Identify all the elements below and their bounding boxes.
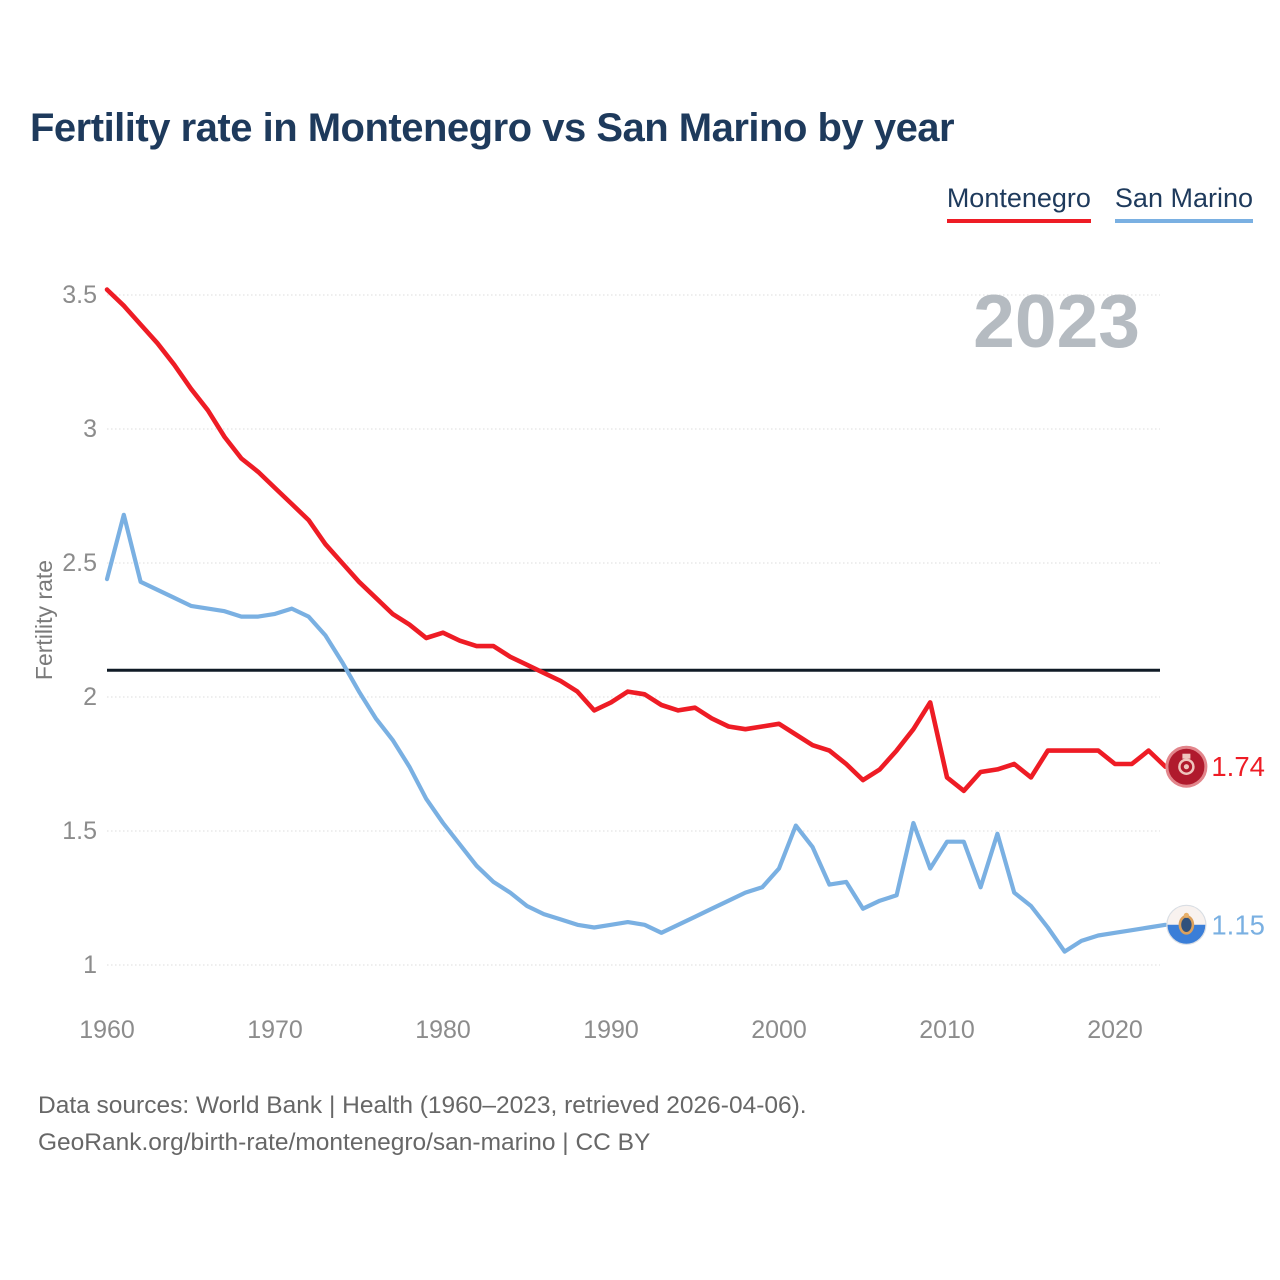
x-tick-label: 1960	[79, 1016, 135, 1044]
grid-layer: 1 1.5 2 2.5 3 3.5 1960 1970 1980 1990 2000 2010 2020	[62, 281, 1160, 1044]
montenegro-flag-shield	[1183, 764, 1189, 770]
x-tick-label: 2020	[1087, 1016, 1143, 1044]
series-layer	[104, 287, 1168, 954]
x-tick-label: 1980	[415, 1016, 471, 1044]
y-tick-label: 3.5	[62, 281, 97, 309]
y-tick-label: 1.5	[62, 817, 97, 845]
montenegro-flag-marker	[1165, 745, 1208, 788]
montenegro-end-value: 1.74	[1211, 751, 1265, 782]
san-marino-flag-emblem	[1178, 914, 1195, 935]
y-tick-label: 2	[83, 683, 97, 711]
san-marino-end-value: 1.15	[1211, 909, 1265, 940]
legend-item-montenegro[interactable]: Montenegro	[946, 183, 1091, 223]
watermark-year: 2023	[973, 279, 1140, 363]
footer-data-sources: Data sources: World Bank | Health (1960–…	[38, 1092, 807, 1119]
x-tick-label: 1990	[583, 1016, 639, 1044]
x-tick-label: 1970	[247, 1016, 303, 1044]
footer: Data sources: World Bank | Health (1960–…	[38, 1087, 807, 1161]
san-marino-flag-marker	[1166, 904, 1207, 945]
san-marino-flag-plume	[1183, 912, 1189, 918]
x-tick-label: 2010	[919, 1016, 975, 1044]
x-tick-label: 2000	[751, 1016, 807, 1044]
san-marino-line	[104, 512, 1168, 954]
y-tick-label: 1	[83, 951, 97, 979]
chart-legend: Montenegro San Marino	[946, 183, 1253, 223]
san-marino-flag-border	[1166, 904, 1207, 945]
footer-attribution: GeoRank.org/birth-rate/montenegro/san-ma…	[38, 1129, 651, 1156]
montenegro-line	[104, 287, 1168, 794]
page-title: Fertility rate in Montenegro vs San Mari…	[30, 106, 955, 150]
legend-item-san-marino[interactable]: San Marino	[1114, 183, 1253, 223]
y-tick-label: 3	[83, 415, 97, 443]
y-axis-label: Fertility rate	[31, 560, 57, 680]
montenegro-flag-crown	[1182, 753, 1191, 759]
montenegro-flag-eagle	[1178, 758, 1195, 775]
y-tick-label: 2.5	[62, 549, 97, 577]
